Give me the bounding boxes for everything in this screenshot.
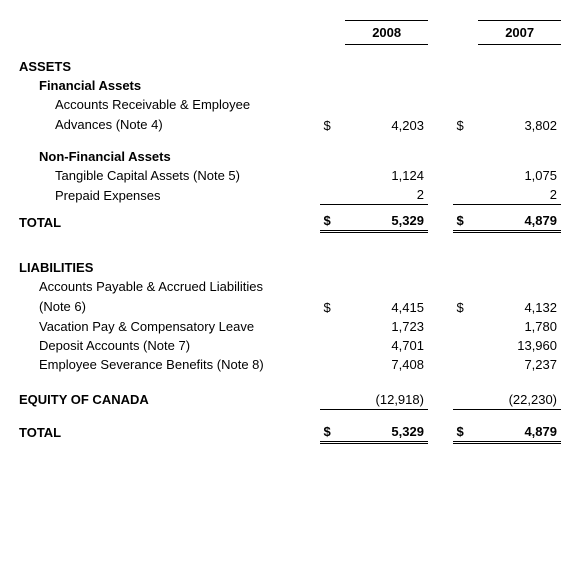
assets-section-title: ASSETS [15, 45, 320, 76]
currency-symbol: $ [320, 297, 346, 317]
grand-total-label: TOTAL [15, 409, 320, 442]
vac-y2: 1,780 [478, 317, 561, 336]
grand-total-y1: 5,329 [345, 409, 428, 442]
year1-header: 2008 [345, 21, 428, 45]
dep-y1: 4,701 [345, 336, 428, 355]
dep-y2: 13,960 [478, 336, 561, 355]
vac-label: Vacation Pay & Compensatory Leave [15, 317, 320, 336]
sev-y1: 7,408 [345, 355, 428, 374]
balance-sheet-table: 2008 2007 ASSETS Financial Assets Accoun… [15, 20, 561, 444]
liabilities-section-title: LIABILITIES [15, 232, 320, 277]
tca-y2: 1,075 [478, 166, 561, 185]
assets-total-y1: 5,329 [345, 205, 428, 232]
currency-symbol: $ [453, 205, 479, 232]
ar-y1: 4,203 [345, 115, 428, 135]
currency-symbol: $ [320, 115, 346, 135]
year2-header: 2007 [478, 21, 561, 45]
ap-y1: 4,415 [345, 297, 428, 317]
sev-label: Employee Severance Benefits (Note 8) [15, 355, 320, 374]
sev-y2: 7,237 [478, 355, 561, 374]
currency-symbol: $ [453, 297, 479, 317]
prepaid-y1: 2 [345, 185, 428, 205]
prepaid-y2: 2 [478, 185, 561, 205]
currency-symbol: $ [453, 115, 479, 135]
currency-symbol: $ [320, 409, 346, 442]
ap-label-line1: Accounts Payable & Accrued Liabilities [15, 277, 320, 297]
equity-y2: (22,230) [478, 374, 561, 409]
ap-y2: 4,132 [478, 297, 561, 317]
currency-symbol: $ [453, 409, 479, 442]
prepaid-label: Prepaid Expenses [15, 185, 320, 205]
financial-assets-title: Financial Assets [15, 76, 320, 95]
currency-symbol: $ [320, 205, 346, 232]
ar-label-line2: Advances (Note 4) [15, 115, 320, 135]
ar-label-line1: Accounts Receivable & Employee [15, 95, 320, 115]
header-row: 2008 2007 [15, 21, 561, 45]
equity-y1: (12,918) [345, 374, 428, 409]
vac-y1: 1,723 [345, 317, 428, 336]
tca-label: Tangible Capital Assets (Note 5) [15, 166, 320, 185]
assets-total-label: TOTAL [15, 205, 320, 232]
equity-title: EQUITY OF CANADA [15, 374, 320, 409]
nonfinancial-assets-title: Non-Financial Assets [15, 135, 320, 166]
tca-y1: 1,124 [345, 166, 428, 185]
ar-y2: 3,802 [478, 115, 561, 135]
grand-total-y2: 4,879 [478, 409, 561, 442]
assets-total-y2: 4,879 [478, 205, 561, 232]
ap-label-line2: (Note 6) [15, 297, 320, 317]
dep-label: Deposit Accounts (Note 7) [15, 336, 320, 355]
